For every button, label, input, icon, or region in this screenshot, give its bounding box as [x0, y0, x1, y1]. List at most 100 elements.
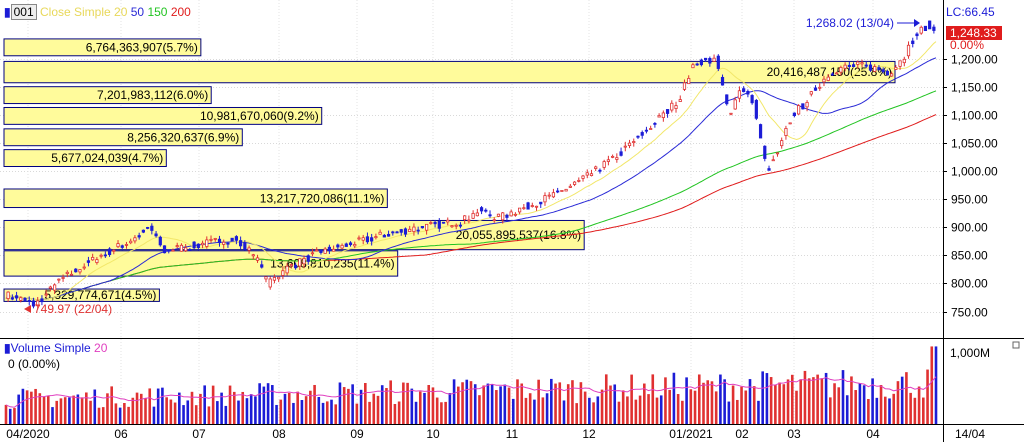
candle-body [687, 78, 691, 85]
volume-bar [123, 402, 126, 424]
volume-bar [858, 383, 862, 424]
candle-body [572, 181, 577, 185]
volume-bar [465, 379, 469, 424]
volume-bar [812, 377, 815, 424]
volume-bar [554, 383, 557, 424]
volume-bar [334, 404, 338, 424]
volume-bar [275, 404, 278, 424]
volume-bar [520, 383, 524, 424]
volume-bar [359, 389, 363, 424]
volume-bar [659, 395, 663, 424]
volume-bar [495, 390, 498, 424]
volume-bar [414, 401, 418, 424]
volume-bar [579, 382, 583, 424]
volume-bar [186, 400, 190, 424]
candle-body [771, 159, 775, 162]
candle-body [539, 201, 543, 205]
last-price-box [946, 26, 1002, 40]
candle-body [615, 157, 619, 160]
volume-bar [211, 385, 215, 424]
volume-bar [833, 383, 836, 424]
volume-bar [283, 393, 287, 424]
volume-bar [643, 383, 646, 424]
candle-body [534, 205, 539, 208]
volume-bar [342, 387, 346, 424]
scale-handle-icon[interactable] [1012, 341, 1020, 349]
candle-body [192, 241, 196, 249]
volume-bar [402, 382, 405, 424]
candle-body [851, 64, 856, 68]
price-axis: 750.00 800.00 850.00 900.00 950.00 1,000.00 1,… [943, 53, 998, 320]
candle-body [340, 244, 344, 249]
volume-bar [127, 406, 130, 424]
volume-bar [905, 372, 908, 424]
price-tick-label: 750.00 [951, 306, 988, 320]
candle-body [513, 213, 517, 216]
volume-bar [714, 391, 718, 424]
volume-bar [765, 373, 769, 424]
candle-body [742, 88, 746, 93]
volume-bar [63, 397, 67, 424]
volume-bar [292, 402, 295, 424]
candle-body [678, 99, 682, 102]
time-tick-label: 01/2021 [669, 427, 713, 441]
price-tick-label: 1,050.00 [951, 137, 998, 151]
candle-body [374, 236, 378, 239]
candle-body [708, 58, 712, 64]
candle-body [623, 145, 627, 148]
volume-bar [347, 388, 350, 424]
candle-body [230, 237, 234, 242]
volume-bar [435, 397, 439, 424]
volume-bar [621, 390, 625, 424]
candle-body [725, 94, 729, 105]
candle-body [835, 72, 839, 75]
candle-body [382, 234, 386, 238]
symbol-label[interactable]: 001 [10, 4, 37, 20]
candle-body [750, 95, 754, 104]
candle-body [213, 238, 217, 240]
candle-body [6, 291, 10, 299]
candle-body [293, 264, 298, 269]
volume-bar [393, 403, 397, 424]
candle-body [298, 258, 302, 267]
volume-bar [469, 381, 473, 424]
volume-profile-label: 10,981,670,060(9.2%) [200, 109, 319, 123]
candle-body [484, 209, 488, 212]
candle-body [154, 233, 158, 237]
volume-bar [934, 346, 938, 424]
volume-bar [68, 397, 71, 424]
high-arrowhead-icon [914, 19, 920, 27]
candle-body [547, 194, 551, 197]
volume-bar [740, 386, 743, 424]
candle-body [556, 190, 560, 193]
candle-body [264, 276, 268, 280]
volume-bar [114, 403, 118, 424]
candle-body [146, 227, 150, 229]
volume-bar [486, 383, 490, 424]
candle-body [289, 264, 293, 267]
volume-bar [431, 387, 435, 424]
candle-body [454, 224, 458, 227]
volume-bar [423, 392, 426, 424]
candle-body [737, 90, 742, 99]
volume-bar [144, 398, 147, 424]
candle-body [167, 249, 171, 252]
candle-body [281, 270, 285, 276]
candle-body [611, 155, 615, 158]
volume-bar [524, 397, 528, 424]
candle-body [361, 237, 365, 241]
candle-body [784, 128, 788, 136]
candle-body [682, 82, 687, 90]
candle-body [184, 247, 188, 252]
volume-bar [626, 396, 629, 424]
candle-body [332, 248, 336, 252]
candle-body [226, 242, 230, 245]
volume-bar [85, 392, 88, 424]
volume-bar [101, 407, 105, 424]
candle-body [239, 240, 243, 247]
volume-bar [803, 370, 807, 424]
volume-bar [719, 374, 722, 424]
volume-bar [355, 403, 359, 424]
candle-body [797, 105, 801, 115]
